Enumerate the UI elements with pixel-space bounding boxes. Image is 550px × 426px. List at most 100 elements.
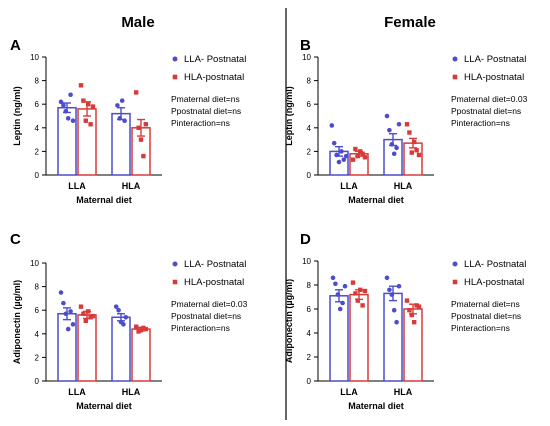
panel-label: D: [300, 231, 311, 248]
data-point: [333, 281, 338, 287]
y-tick-label: 6: [307, 305, 312, 314]
data-point: [83, 318, 88, 324]
stat-line: Pinteraction=ns: [451, 323, 510, 333]
column-title-male: Male: [121, 14, 154, 31]
data-point: [136, 329, 141, 334]
legend-marker-lla: [452, 261, 458, 267]
panels: A 0 2 4 6 8 10 Leptin (ng/ml) LLA HLA Maternal die…: [10, 37, 528, 411]
x-tick-label: HLA: [122, 387, 141, 397]
data-point: [65, 326, 71, 332]
y-tick-label: 8: [307, 281, 312, 290]
data-point: [353, 146, 358, 152]
data-point: [412, 320, 417, 325]
panel-label: A: [10, 37, 21, 54]
data-point: [122, 118, 127, 124]
data-point: [389, 142, 395, 147]
data-point: [394, 145, 399, 151]
y-tick-label: 6: [35, 306, 40, 315]
data-point: [414, 303, 419, 308]
data-point: [360, 303, 365, 308]
data-point: [83, 118, 88, 123]
data-point: [362, 155, 368, 160]
stat-line: Pmaternal diet=0.03: [171, 299, 248, 309]
stat-line: Pinteraction=ns: [451, 118, 510, 128]
data-point: [123, 314, 129, 320]
x-tick-label: HLA: [122, 181, 141, 191]
data-point: [330, 275, 336, 281]
x-tick-label: HLA: [394, 387, 413, 397]
x-axis-label: Maternal diet: [348, 401, 404, 411]
data-point: [384, 275, 390, 281]
data-point: [65, 116, 71, 121]
chart-panel-c: C 0 2 4 6 8 10 Adiponectin (µg/ml) LLA HLA Materna…: [10, 231, 248, 411]
data-point: [343, 153, 349, 159]
data-point: [337, 306, 343, 312]
x-axis-label: Maternal diet: [76, 401, 132, 411]
x-tick-label: LLA: [68, 387, 86, 397]
stat-line: Pinteraction=ns: [171, 323, 230, 333]
data-point: [138, 328, 144, 333]
y-tick-label: 0: [35, 171, 40, 180]
bar: [403, 308, 423, 382]
data-point: [134, 324, 139, 329]
data-point: [119, 98, 125, 103]
data-point: [416, 304, 422, 309]
legend-label: LLA- Postnatal: [184, 259, 246, 270]
y-tick-label: 0: [35, 377, 40, 386]
data-point: [350, 157, 356, 162]
data-point: [78, 304, 84, 309]
data-point: [342, 283, 348, 289]
bar: [111, 316, 131, 382]
data-point: [334, 152, 339, 158]
data-point: [362, 288, 368, 294]
legend-marker-hla: [172, 279, 178, 285]
legend-label: HLA-postnatal: [184, 72, 244, 83]
data-point: [143, 326, 148, 332]
y-axis-label: Leptin (ng/ml): [12, 86, 22, 146]
data-point: [355, 153, 360, 159]
y-tick-label: 4: [35, 124, 40, 133]
data-point: [416, 152, 422, 158]
stat-line: Pmaternal diet=0.03: [451, 94, 528, 104]
data-point: [340, 300, 345, 306]
legend-label: LLA- Postnatal: [464, 259, 526, 270]
data-point: [331, 140, 337, 146]
data-point: [409, 312, 414, 318]
data-point: [134, 90, 139, 95]
data-point: [88, 315, 93, 320]
data-point: [115, 103, 120, 108]
data-point: [117, 116, 123, 121]
y-tick-label: 2: [35, 353, 40, 362]
stat-line: Ppostnatal diet=ns: [451, 106, 521, 116]
y-tick-label: 6: [35, 100, 40, 109]
data-point: [61, 300, 66, 306]
data-point: [143, 122, 148, 127]
data-point: [138, 137, 144, 142]
bar: [349, 293, 369, 382]
y-tick-label: 4: [307, 329, 312, 338]
legend-label: HLA-postnatal: [464, 72, 524, 83]
y-tick-label: 10: [30, 53, 39, 62]
data-point: [355, 298, 360, 303]
bar: [383, 292, 403, 382]
legend-marker-hla: [172, 74, 178, 80]
data-point: [329, 123, 335, 128]
data-point: [86, 102, 91, 107]
stat-line: Ppostnatal diet=ns: [171, 106, 241, 116]
data-point: [58, 290, 64, 295]
y-tick-label: 10: [302, 257, 311, 266]
data-point: [396, 121, 402, 127]
data-point: [141, 153, 146, 159]
data-point: [391, 151, 397, 157]
data-point: [63, 311, 69, 317]
data-point: [136, 125, 141, 130]
data-point: [414, 148, 419, 153]
bar: [77, 314, 97, 382]
data-point: [353, 291, 358, 296]
data-point: [113, 304, 119, 309]
y-tick-label: 2: [307, 147, 312, 156]
y-axis-label: Adiponectin (µg/ml): [284, 279, 294, 363]
legend-label: HLA-postnatal: [464, 277, 524, 288]
column-title-female: Female: [384, 14, 436, 31]
